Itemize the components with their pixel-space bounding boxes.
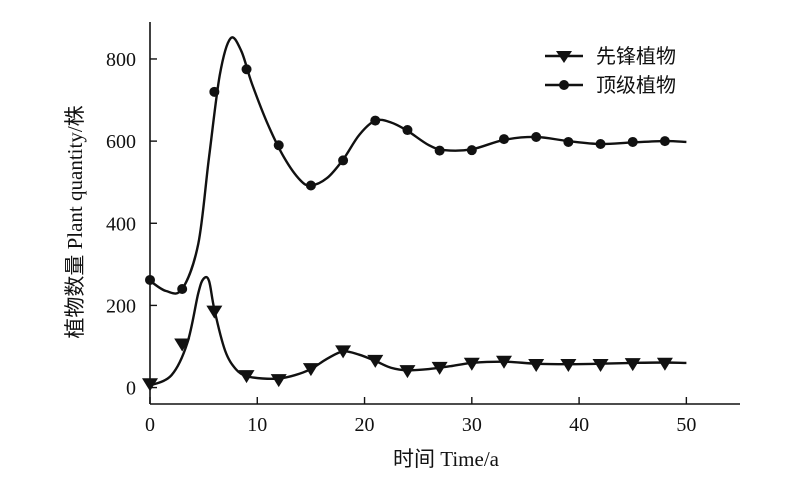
x-axis-ticks: 0 10 20 30 40 50 (145, 397, 696, 436)
y-tick-label: 400 (106, 213, 136, 235)
x-axis-label: 时间 Time/a (393, 447, 500, 471)
data-point-pioneer (270, 374, 287, 388)
data-point-pioneer (496, 355, 512, 369)
data-point-pioneer (463, 357, 480, 371)
x-tick-label: 20 (355, 414, 375, 436)
data-point-pioneer (335, 345, 352, 359)
data-point-climax (177, 283, 188, 294)
data-point-climax (531, 132, 542, 143)
data-point-climax (145, 274, 155, 285)
data-point-climax (595, 138, 606, 149)
data-point-climax (241, 64, 252, 75)
legend-item-climax-plants: 顶级植物 (545, 73, 676, 97)
legend-marker-triangle (556, 51, 572, 63)
data-point-pioneer (624, 358, 641, 372)
data-point-climax (402, 125, 413, 136)
chart-axes (149, 22, 740, 405)
chart-legend: 先锋植物 顶级植物 (545, 44, 676, 97)
x-tick-label: 40 (569, 414, 589, 436)
x-tick-label: 10 (247, 414, 267, 436)
chart-series (142, 36, 687, 392)
data-point-pioneer (302, 363, 319, 377)
data-point-pioneer (560, 358, 577, 372)
data-point-pioneer (238, 370, 255, 384)
series-line-pioneer (149, 275, 687, 387)
x-tick-label: 0 (145, 414, 155, 436)
data-point-climax (563, 136, 574, 147)
x-tick-label: 30 (462, 414, 482, 436)
data-point-climax (305, 180, 316, 191)
x-tick-label: 50 (676, 414, 696, 436)
legend-item-pioneer-plants: 先锋植物 (545, 44, 676, 68)
y-tick-label: 600 (106, 131, 136, 153)
data-point-pioneer (367, 354, 384, 368)
y-axis-label: 植物数量 Plant quantity/株 (63, 105, 87, 338)
y-axis-ticks: 0 200 400 600 800 (106, 49, 157, 400)
data-point-climax (627, 136, 638, 147)
data-point-pioneer (174, 338, 191, 352)
data-point-pioneer (528, 358, 545, 372)
data-point-pioneer (206, 305, 223, 319)
data-point-pioneer (142, 378, 158, 392)
data-point-climax (209, 86, 220, 97)
legend-label-pioneer: 先锋植物 (596, 44, 676, 68)
data-point-climax (499, 134, 509, 145)
y-tick-label: 200 (106, 295, 136, 317)
data-point-climax (338, 155, 349, 166)
y-tick-label: 0 (126, 378, 136, 400)
data-point-climax (659, 136, 670, 147)
data-point-pioneer (399, 365, 416, 379)
data-point-pioneer (656, 357, 673, 371)
y-tick-label: 800 (106, 49, 136, 71)
legend-label-climax: 顶级植物 (596, 73, 676, 97)
data-point-climax (273, 140, 284, 151)
series-climax (145, 36, 687, 295)
legend-marker-circle (559, 80, 569, 90)
series-pioneer (142, 275, 687, 392)
data-point-pioneer (431, 361, 448, 375)
data-point-climax (466, 145, 477, 156)
data-point-climax (434, 145, 445, 156)
data-point-climax (370, 115, 381, 126)
data-point-pioneer (592, 358, 609, 372)
